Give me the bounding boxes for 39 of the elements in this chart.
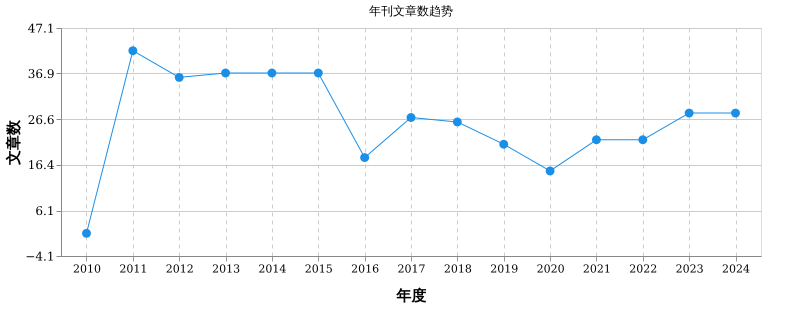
x-tick-label: 2021 xyxy=(582,262,611,276)
y-axis-title: 文章数 xyxy=(4,119,22,166)
y-tick-label: 26.6 xyxy=(28,112,54,127)
point xyxy=(314,68,323,78)
y-tick-label: 36.9 xyxy=(28,66,54,81)
point xyxy=(174,72,184,82)
x-tick-label: 2022 xyxy=(629,262,658,276)
x-tick-label: 2010 xyxy=(72,262,101,276)
point xyxy=(128,46,138,56)
x-tick-label: 2015 xyxy=(304,262,333,276)
x-tick-label: 2016 xyxy=(351,262,380,276)
x-tick-label: 2020 xyxy=(536,262,565,276)
point xyxy=(267,68,276,78)
point xyxy=(592,135,601,144)
x-tick-label: 2013 xyxy=(212,262,240,276)
point xyxy=(82,228,91,238)
x-tick-label: 2018 xyxy=(444,262,472,276)
y-tick-label: 16.4 xyxy=(28,158,55,172)
point xyxy=(731,108,740,118)
point xyxy=(546,166,555,176)
x-tick-label: 2019 xyxy=(490,262,518,276)
x-tick-label: 2011 xyxy=(119,262,148,276)
y-tick-label: −4.1 xyxy=(25,250,54,264)
point xyxy=(221,68,230,78)
y-tick-label: 47.1 xyxy=(28,22,54,36)
point xyxy=(638,135,648,144)
x-tick-label: 2017 xyxy=(398,262,426,276)
point xyxy=(406,113,416,122)
point xyxy=(452,118,462,126)
x-axis-title: 年度 xyxy=(396,286,426,304)
point xyxy=(499,140,508,149)
x-tick-label: 2012 xyxy=(166,262,194,276)
x-tick-label: 2024 xyxy=(722,262,750,276)
x-tick-label: 2023 xyxy=(676,262,704,276)
point xyxy=(684,108,694,118)
chart-title: 年刊文章数趋势 xyxy=(369,4,453,18)
x-tick-label: 2014 xyxy=(258,262,286,276)
y-tick-label: 6.1 xyxy=(35,204,54,218)
point xyxy=(360,153,370,162)
